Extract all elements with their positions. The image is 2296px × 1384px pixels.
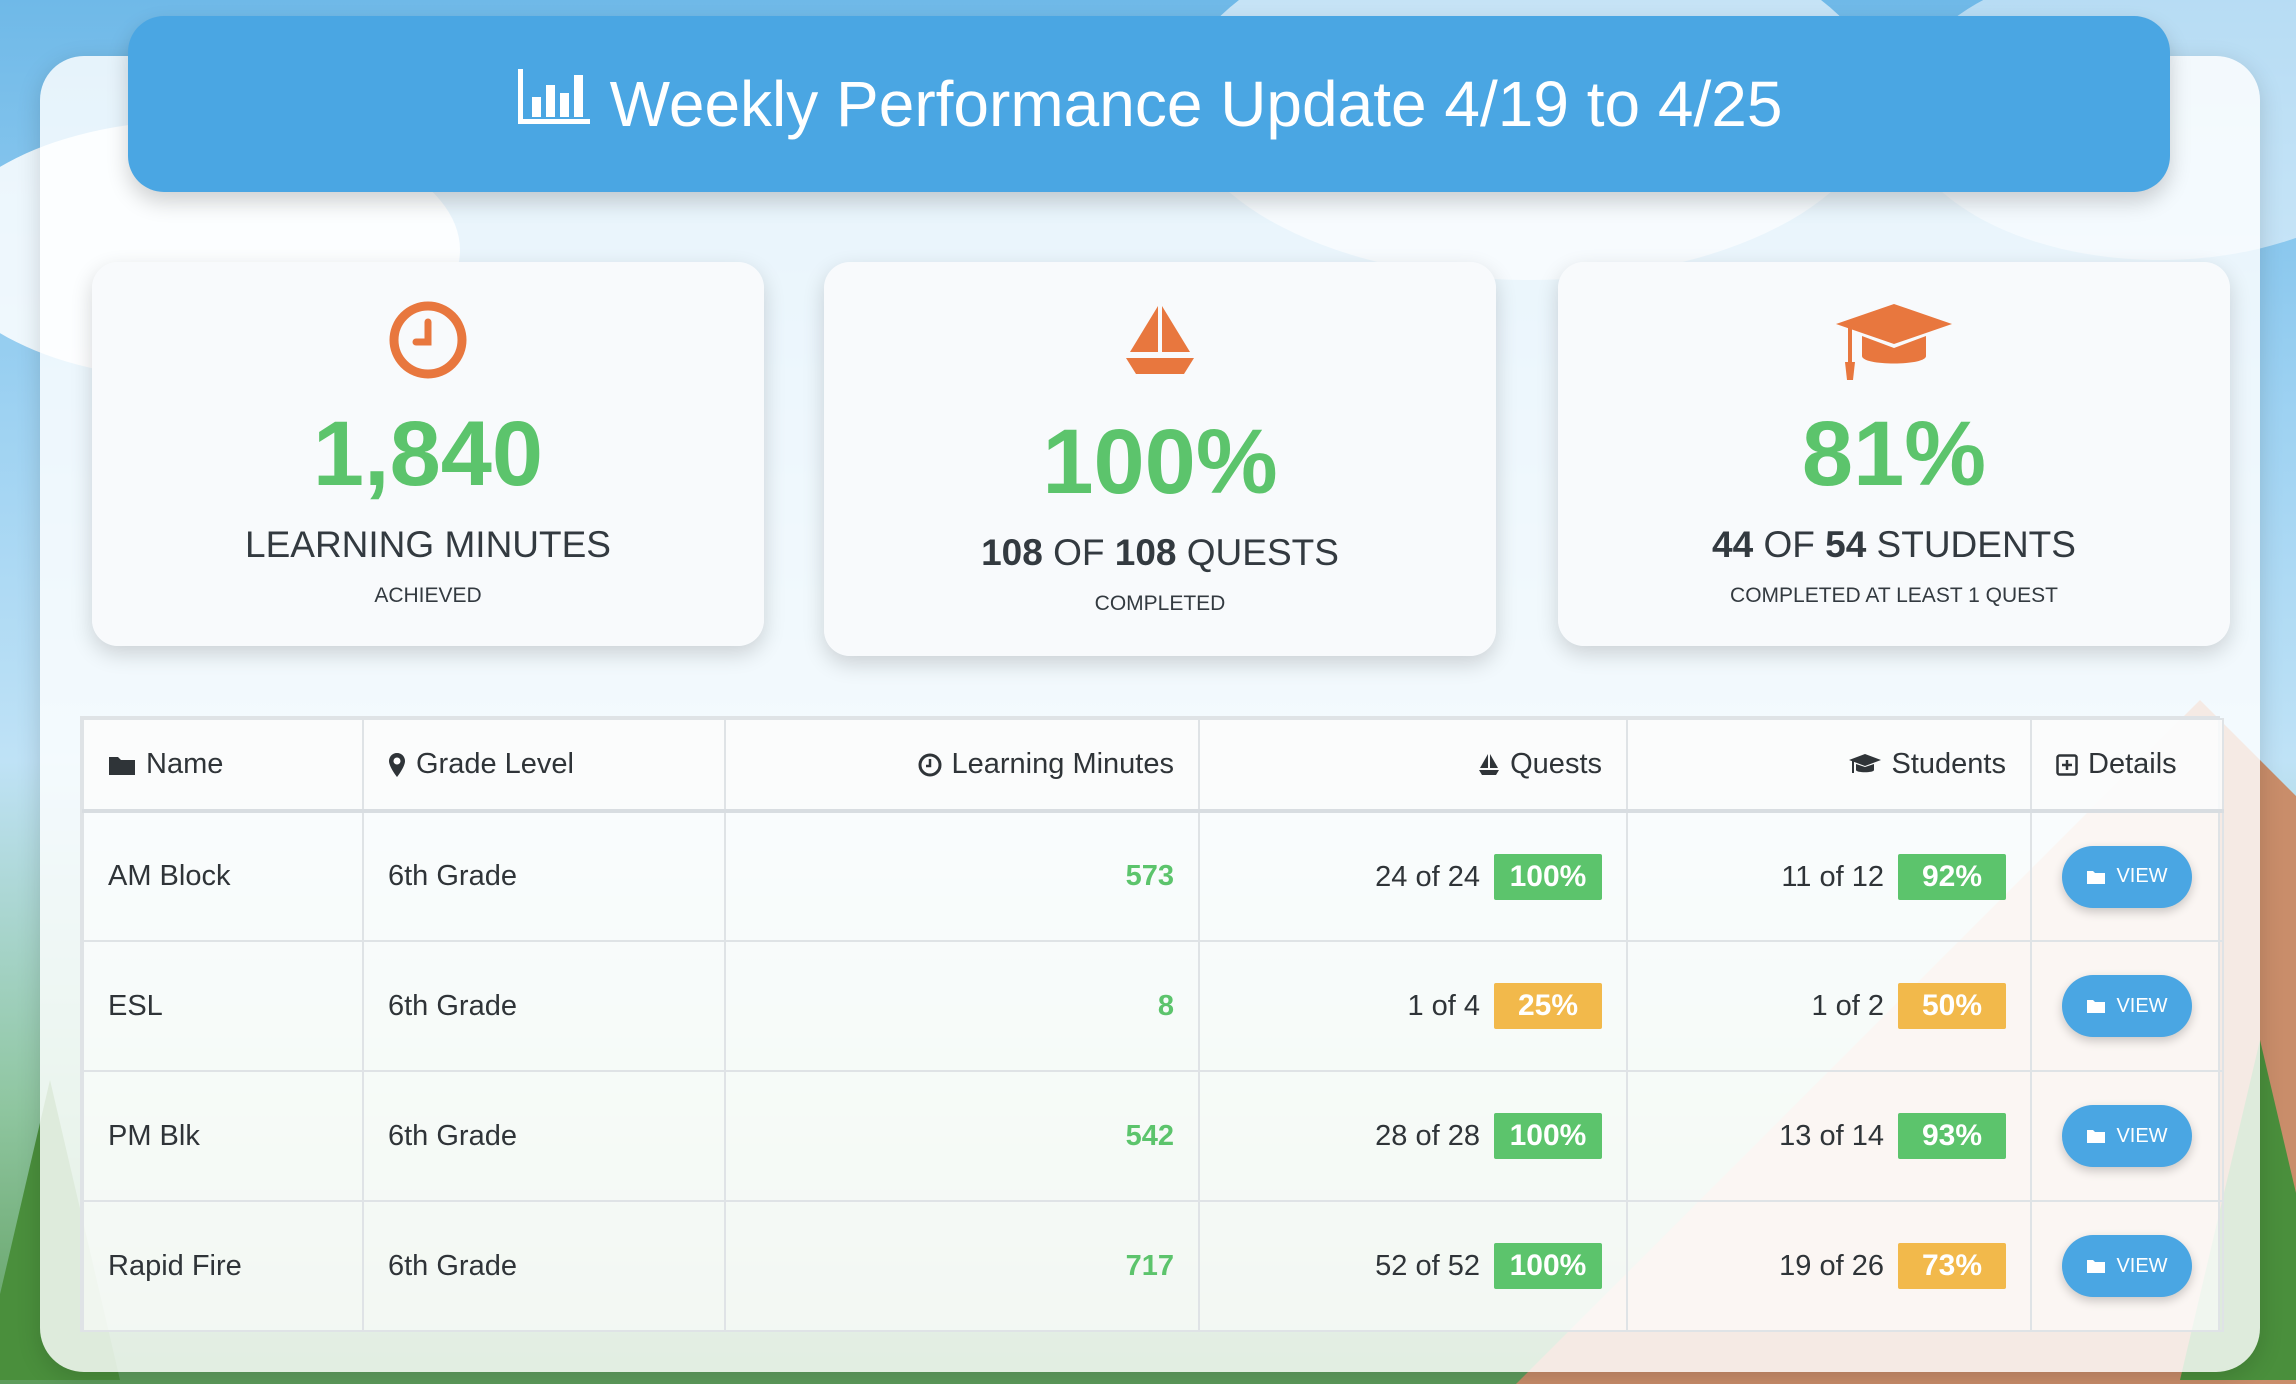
grade-level: 6th Grade: [362, 1200, 726, 1332]
learning-minutes-value: 8: [1157, 989, 1174, 1022]
quests-count: 28 of 28: [1375, 1120, 1480, 1152]
learning-minutes-label: LEARNING MINUTES: [245, 524, 611, 565]
view-button[interactable]: VIEW: [2062, 975, 2192, 1037]
view-button[interactable]: VIEW: [2062, 1235, 2192, 1297]
students-cell: 1 of 2 50%: [1626, 940, 2032, 1072]
table-row: Rapid Fire 6th Grade 717 52 of 52 100% 19…: [82, 1200, 2224, 1332]
header-name[interactable]: Name: [82, 718, 364, 813]
quests-cell: 24 of 24 100%: [1198, 810, 1628, 942]
view-button-label: VIEW: [2116, 1254, 2168, 1277]
page-title: Weekly Performance Update 4/19 to 4/25: [609, 68, 1783, 140]
header-quests[interactable]: Quests: [1198, 718, 1628, 813]
students-count: 1 of 2: [1811, 990, 1884, 1022]
learning-minutes-value: 717: [1125, 1249, 1174, 1282]
class-name: AM Block: [82, 810, 364, 942]
students-percent-badge: 73%: [1898, 1243, 2006, 1289]
grade-level: 6th Grade: [362, 1070, 726, 1202]
page-header: Weekly Performance Update 4/19 to 4/25: [128, 16, 2170, 192]
students-label: 44 OF 54 STUDENTS: [1712, 524, 2076, 565]
students-count: 13 of 14: [1779, 1120, 1884, 1152]
folder-icon: [109, 757, 135, 776]
quests-cell: 1 of 4 25%: [1198, 940, 1628, 1072]
view-button[interactable]: VIEW: [2062, 1105, 2192, 1167]
map-pin-icon: [389, 753, 405, 778]
students-count: 19 of 26: [1779, 1250, 1884, 1282]
quests-count: 52 of 52: [1375, 1250, 1480, 1282]
view-button[interactable]: VIEW: [2062, 845, 2192, 908]
learning-minutes-value: 1,840: [312, 403, 544, 505]
folder-icon: [2087, 1130, 2106, 1143]
table-row: AM Block 6th Grade 573 24 of 24 100% 11 o…: [82, 810, 2224, 942]
quests-sub: COMPLETED: [1094, 592, 1226, 615]
folder-icon: [2087, 1260, 2106, 1273]
learning-minutes-cell: 717: [724, 1200, 1200, 1332]
details-cell: VIEW: [2030, 940, 2224, 1072]
bar-chart-icon: [516, 67, 592, 142]
sailboat-icon: [1126, 306, 1194, 374]
quests-card: 100% 108 OF 108 QUESTS COMPLETED: [824, 262, 1496, 656]
folder-icon: [2087, 870, 2106, 884]
learning-minutes-cell: 8: [724, 940, 1200, 1072]
view-button-label: VIEW: [2116, 865, 2168, 887]
quests-count: 24 of 24: [1375, 860, 1480, 893]
details-cell: VIEW: [2030, 1200, 2224, 1332]
graduation-cap-icon: [1836, 304, 1952, 380]
students-count: 11 of 12: [1781, 860, 1884, 893]
students-percent-badge: 93%: [1898, 1113, 2006, 1159]
students-sub: COMPLETED AT LEAST 1 QUEST: [1730, 584, 2058, 607]
grade-level: 6th Grade: [362, 810, 726, 942]
details-cell: VIEW: [2030, 810, 2224, 942]
table-header-row: Name Grade Level Learning Minutes Quests…: [82, 718, 2224, 813]
learning-minutes-value: 573: [1125, 860, 1174, 892]
graduation-cap-icon: [1848, 754, 1881, 774]
grade-level: 6th Grade: [362, 940, 726, 1072]
header-grade[interactable]: Grade Level: [362, 718, 726, 813]
table-row: ESL 6th Grade 8 1 of 4 25% 1 of 2 50% VIEW: [82, 940, 2224, 1072]
learning-minutes-cell: 573: [724, 810, 1200, 942]
classes-table: Name Grade Level Learning Minutes Quests…: [80, 716, 2224, 1332]
table-row: PM Blk 6th Grade 542 28 of 28 100% 13 of …: [82, 1070, 2224, 1202]
quests-percent-badge: 100%: [1494, 1243, 1602, 1289]
students-percent-badge: 50%: [1898, 983, 2006, 1029]
students-cell: 19 of 26 73%: [1626, 1200, 2032, 1332]
learning-minutes-cell: 542: [724, 1070, 1200, 1202]
sailboat-icon: [1479, 754, 1500, 776]
learning-minutes-value: 542: [1125, 1119, 1174, 1152]
details-cell: VIEW: [2030, 1070, 2224, 1202]
learning-minutes-sub: ACHIEVED: [374, 584, 482, 607]
students-percent-badge: 92%: [1898, 853, 2006, 900]
learning-minutes-card: 1,840 LEARNING MINUTES ACHIEVED: [92, 262, 764, 646]
students-card: 81% 44 OF 54 STUDENTS COMPLETED AT LEAST…: [1558, 262, 2230, 646]
quests-count: 1 of 4: [1407, 990, 1480, 1022]
students-value: 81%: [1801, 403, 1987, 505]
clock-icon: [389, 301, 467, 379]
class-name: PM Blk: [82, 1070, 364, 1202]
quests-percent-badge: 100%: [1494, 853, 1602, 900]
plus-square-icon: [2056, 754, 2078, 777]
quests-percent-badge: 100%: [1494, 1113, 1602, 1159]
quests-label: 108 OF 108 QUESTS: [981, 532, 1339, 573]
header-students[interactable]: Students: [1626, 718, 2032, 813]
class-name: Rapid Fire: [82, 1200, 364, 1332]
class-name: ESL: [82, 940, 364, 1072]
quests-percent-badge: 25%: [1494, 983, 1602, 1029]
header-details[interactable]: Details: [2030, 718, 2224, 813]
view-button-label: VIEW: [2116, 994, 2168, 1017]
clock-icon: [918, 753, 942, 777]
quests-cell: 52 of 52 100%: [1198, 1200, 1628, 1332]
students-cell: 13 of 14 93%: [1626, 1070, 2032, 1202]
view-button-label: VIEW: [2116, 1124, 2168, 1147]
students-cell: 11 of 12 92%: [1626, 810, 2032, 942]
quests-value: 100%: [1042, 411, 1278, 513]
quests-cell: 28 of 28 100%: [1198, 1070, 1628, 1202]
folder-icon: [2087, 1000, 2106, 1013]
header-minutes[interactable]: Learning Minutes: [724, 718, 1200, 813]
